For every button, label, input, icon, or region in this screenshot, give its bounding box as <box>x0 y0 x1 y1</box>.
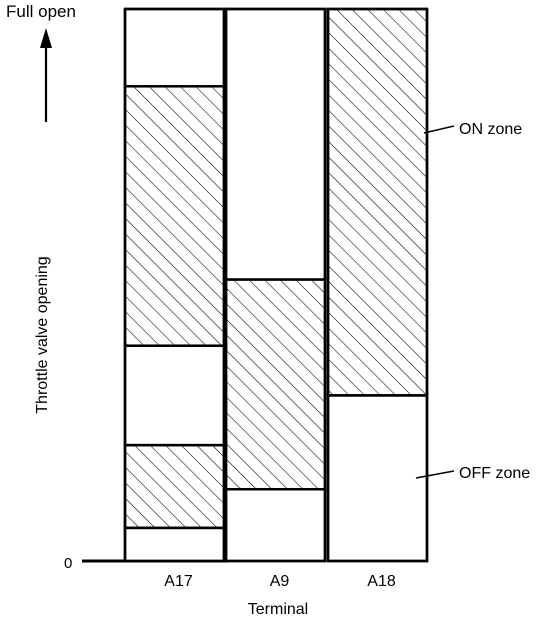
off-zone-callout: OFF zone <box>415 465 530 482</box>
on-zone-a9-1 <box>224 278 327 491</box>
off-zone-a9-0 <box>224 487 327 563</box>
on-zone-a17-3 <box>123 85 226 347</box>
zero-label: 0 <box>64 555 72 572</box>
terminal-label-a17: A17 <box>164 573 193 590</box>
off-zone-a17-2 <box>123 344 226 447</box>
column-outline-a18 <box>326 7 429 563</box>
off-zone-a17-0 <box>123 526 226 563</box>
x-axis-label: Terminal <box>248 601 308 618</box>
off-zone-a9-2 <box>224 7 327 281</box>
terminal-label-a18: A18 <box>367 573 396 590</box>
terminal-label-a9: A9 <box>270 573 290 590</box>
off-zone-a17-4 <box>123 7 226 88</box>
column-a18 <box>326 7 429 563</box>
column-a17 <box>123 7 226 563</box>
column-a9 <box>224 7 327 563</box>
terminal-columns <box>123 7 429 563</box>
terminal-labels: A17 A9 A18 <box>164 573 396 590</box>
on-zone-a18-1 <box>326 7 429 397</box>
off-zone-a18-0 <box>326 394 429 563</box>
on-zone-a17-1 <box>123 443 226 530</box>
off-zone-label: OFF zone <box>459 465 530 482</box>
full-open-label: Full open <box>6 2 76 21</box>
on-zone-label: ON zone <box>459 121 522 138</box>
on-zone-callout: ON zone <box>423 121 522 138</box>
up-arrow-icon <box>40 28 52 122</box>
y-axis-label: Throttle valve opening <box>34 256 51 413</box>
column-outline-a9 <box>224 7 327 563</box>
column-outline-a17 <box>123 7 226 563</box>
